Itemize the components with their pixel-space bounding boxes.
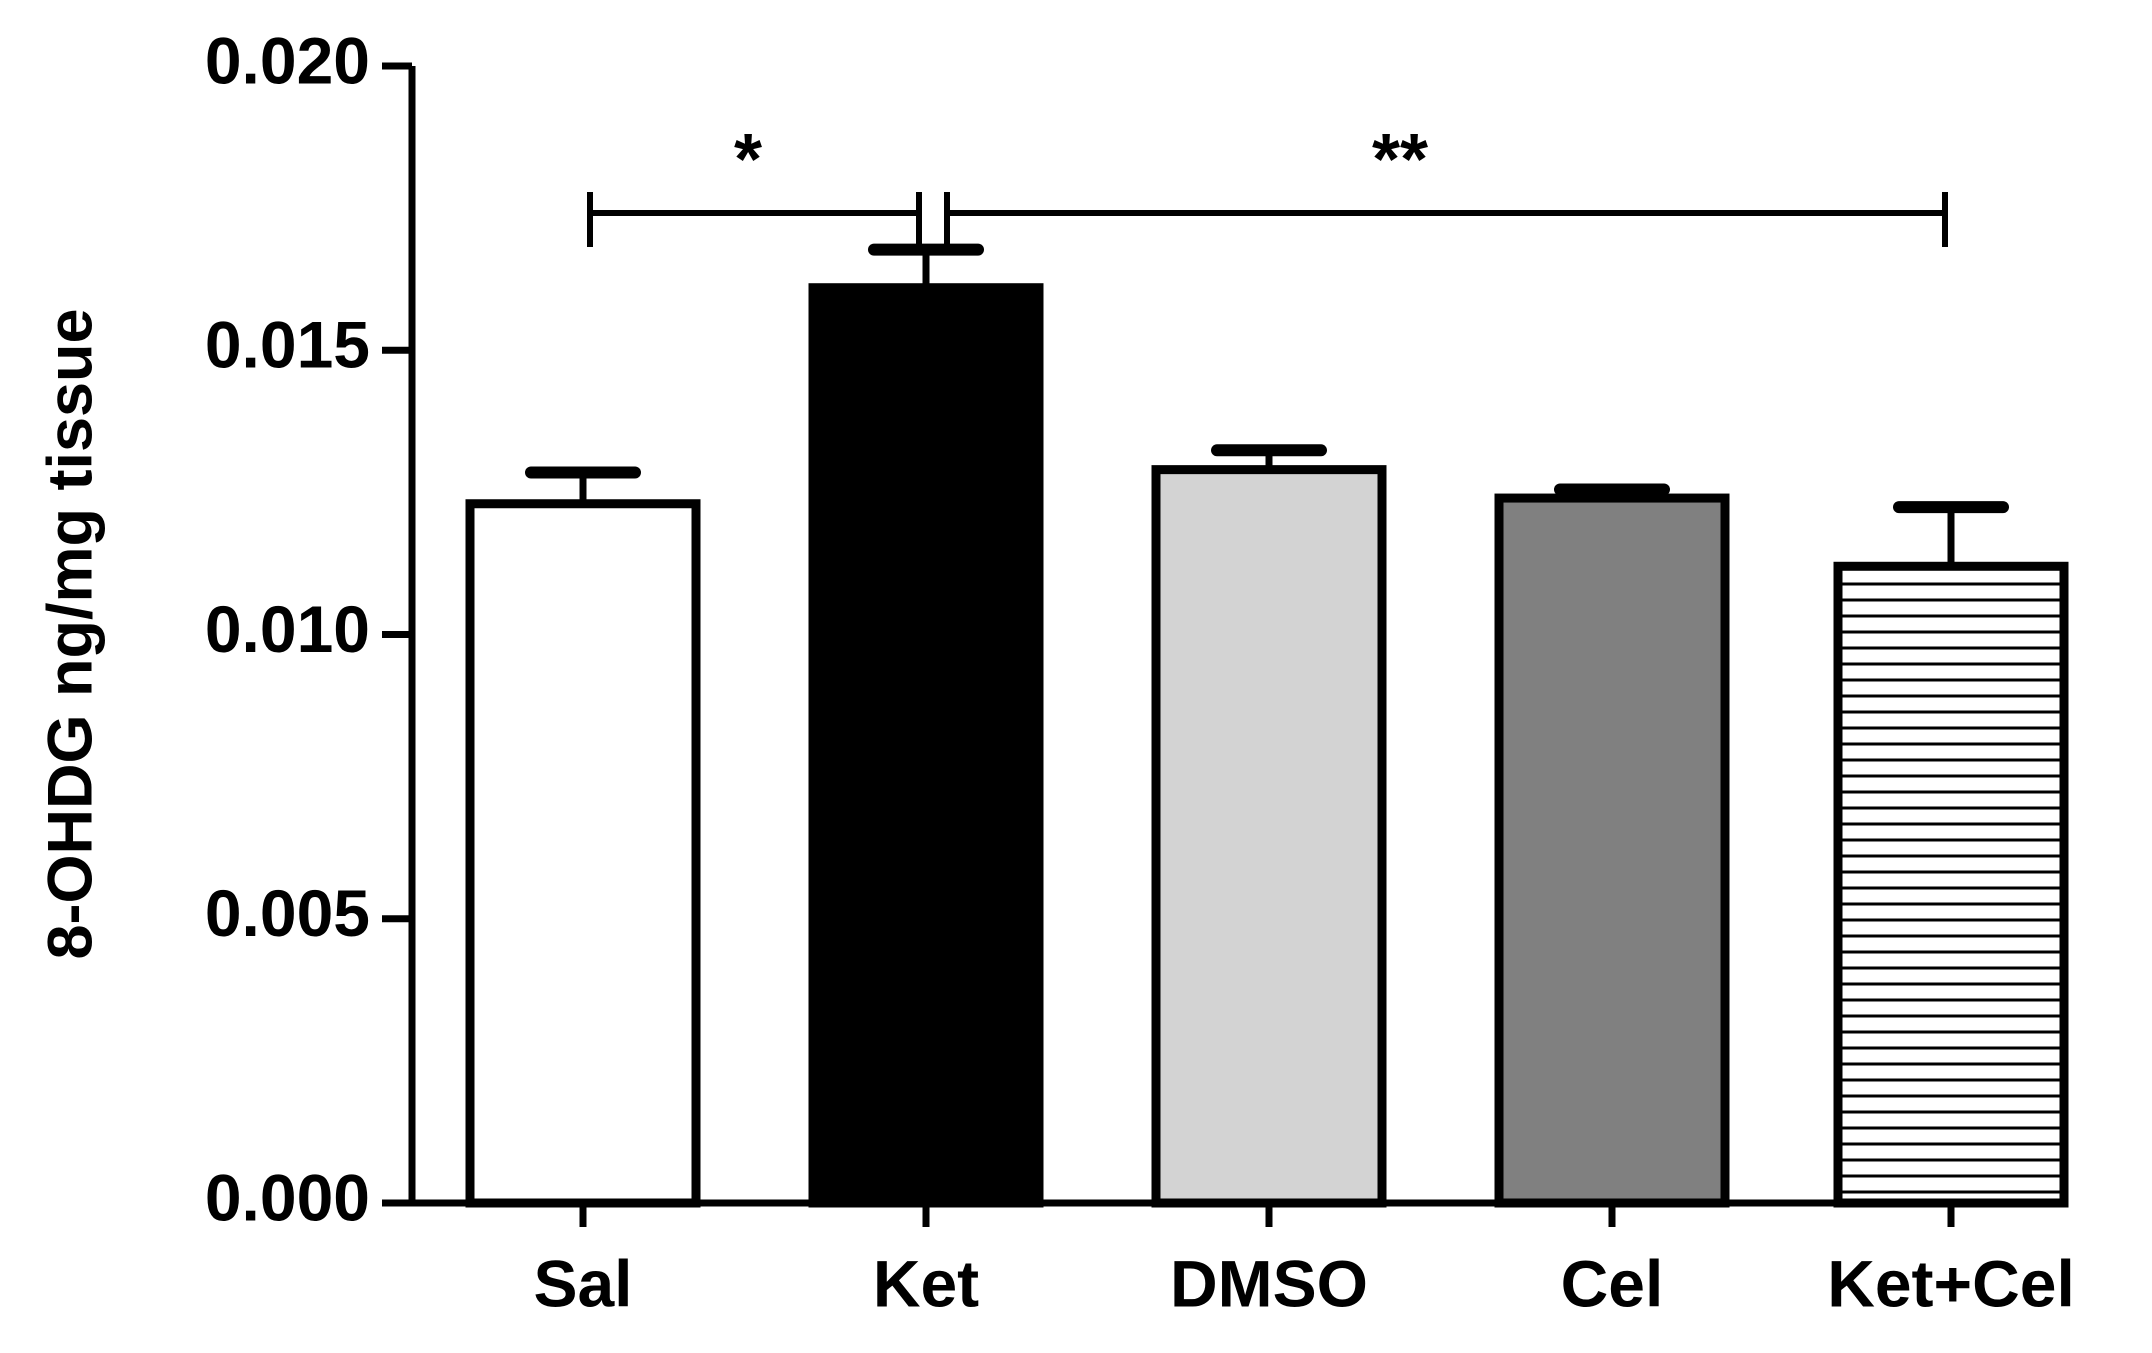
bar	[1833, 561, 2069, 1208]
significance-brackets	[587, 192, 1948, 247]
x-tick-label: DMSO	[1170, 1246, 1368, 1320]
significance-label: *	[734, 120, 762, 200]
y-axis-label: 8-OHDG ng/mg tissue	[36, 308, 106, 959]
x-tick-label: Sal	[533, 1246, 632, 1320]
y-tick-label: 0.010	[205, 592, 370, 666]
bar	[808, 283, 1044, 1208]
y-tick-label: 0.005	[205, 876, 370, 950]
y-tick-label: 0.015	[205, 308, 370, 382]
x-tick-label: Ket	[873, 1246, 979, 1320]
x-tick-label: Cel	[1561, 1246, 1664, 1320]
bar	[1494, 493, 1730, 1208]
y-tick-label: 0.020	[205, 23, 370, 97]
bar	[1151, 465, 1387, 1208]
y-tick-label: 0.000	[205, 1160, 370, 1234]
bar	[465, 499, 701, 1208]
significance-label: **	[1372, 120, 1428, 200]
x-tick-label: Ket+Cel	[1827, 1246, 2075, 1320]
